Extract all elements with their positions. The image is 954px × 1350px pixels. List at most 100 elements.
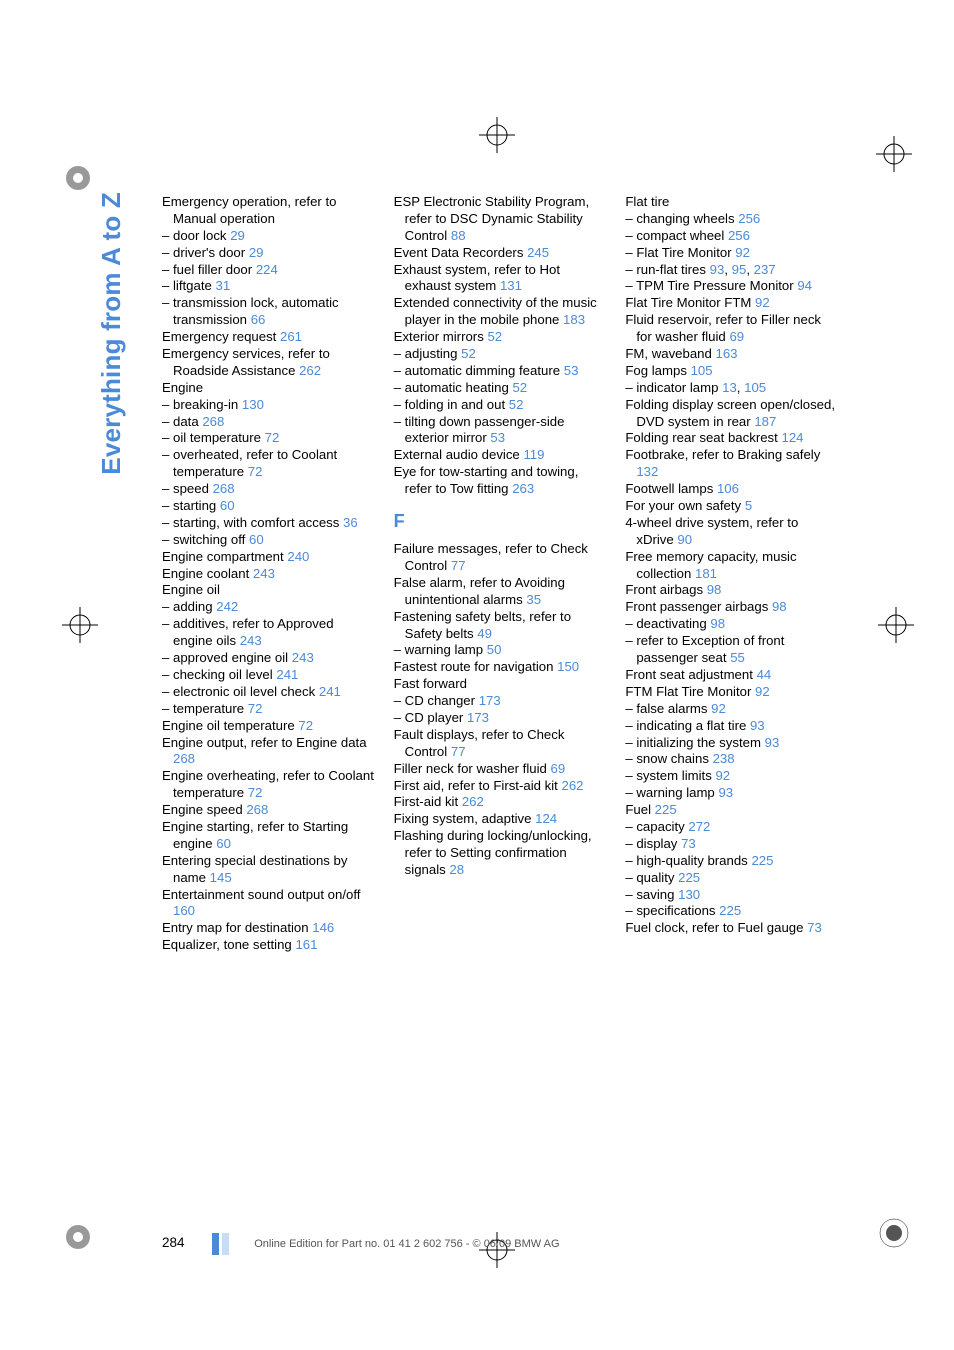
page-ref-link[interactable]: 245 [527,245,549,260]
page-ref-link[interactable]: 66 [251,312,266,327]
page-ref-link[interactable]: 95 [732,262,747,277]
page-ref-link[interactable]: 52 [461,346,476,361]
page-ref-link[interactable]: 241 [319,684,341,699]
page-ref-link[interactable]: 49 [477,626,492,641]
page-ref-link[interactable]: 93 [710,262,725,277]
page-ref-link[interactable]: 73 [681,836,696,851]
page-ref-link[interactable]: 98 [710,616,725,631]
page-ref-link[interactable]: 224 [256,262,278,277]
page-ref-link[interactable]: 53 [490,430,505,445]
page-ref-link[interactable]: 72 [248,785,263,800]
page-ref-link[interactable]: 242 [216,599,238,614]
page-ref-link[interactable]: 145 [210,870,232,885]
page-ref-link[interactable]: 225 [655,802,677,817]
page-ref-link[interactable]: 94 [797,278,812,293]
page-ref-link[interactable]: 150 [557,659,579,674]
page-ref-link[interactable]: 225 [678,870,700,885]
page-ref-link[interactable]: 69 [551,761,566,776]
page-ref-link[interactable]: 92 [711,701,726,716]
page-ref-link[interactable]: 181 [695,566,717,581]
page-ref-link[interactable]: 92 [735,245,750,260]
page-ref-link[interactable]: 88 [451,228,466,243]
page-ref-link[interactable]: 52 [509,397,524,412]
page-ref-link[interactable]: 105 [744,380,766,395]
page-ref-link[interactable]: 72 [298,718,313,733]
page-ref-link[interactable]: 225 [751,853,773,868]
page-ref-link[interactable]: 31 [216,278,231,293]
page-ref-link[interactable]: 77 [451,744,466,759]
page-ref-link[interactable]: 183 [563,312,585,327]
page-ref-link[interactable]: 93 [765,735,780,750]
page-ref-link[interactable]: 256 [738,211,760,226]
page-ref-link[interactable]: 72 [265,430,280,445]
page-ref-link[interactable]: 272 [688,819,710,834]
page-ref-link[interactable]: 55 [730,650,745,665]
page-ref-link[interactable]: 52 [512,380,527,395]
page-ref-link[interactable]: 92 [715,768,730,783]
page-ref-link[interactable]: 261 [280,329,302,344]
page-ref-link[interactable]: 90 [677,532,692,547]
page-ref-link[interactable]: 160 [173,903,195,918]
page-ref-link[interactable]: 93 [750,718,765,733]
page-ref-link[interactable]: 237 [754,262,776,277]
page-ref-link[interactable]: 243 [253,566,275,581]
page-ref-link[interactable]: 225 [719,903,741,918]
page-ref-link[interactable]: 262 [462,794,484,809]
page-ref-link[interactable]: 13 [722,380,737,395]
page-ref-link[interactable]: 105 [691,363,713,378]
page-ref-link[interactable]: 50 [487,642,502,657]
page-ref-link[interactable]: 173 [467,710,489,725]
page-ref-link[interactable]: 98 [772,599,787,614]
page-ref-link[interactable]: 72 [248,464,263,479]
page-ref-link[interactable]: 69 [729,329,744,344]
page-ref-link[interactable]: 29 [230,228,245,243]
page-ref-link[interactable]: 53 [564,363,579,378]
page-ref-link[interactable]: 268 [213,481,235,496]
page-ref-link[interactable]: 52 [487,329,502,344]
page-ref-link[interactable]: 130 [678,887,700,902]
page-ref-link[interactable]: 131 [500,278,522,293]
page-ref-link[interactable]: 268 [246,802,268,817]
page-ref-link[interactable]: 73 [807,920,822,935]
page-ref-link[interactable]: 187 [754,414,776,429]
index-entry: Fuel clock, refer to Fuel gauge 73 [625,920,839,937]
page-ref-link[interactable]: 119 [523,447,544,462]
page-ref-link[interactable]: 36 [343,515,358,530]
page-ref-link[interactable]: 163 [716,346,738,361]
page-ref-link[interactable]: 60 [249,532,264,547]
page-ref-link[interactable]: 241 [276,667,298,682]
page-ref-link[interactable]: 60 [220,498,235,513]
page-ref-link[interactable]: 29 [249,245,264,260]
page-ref-link[interactable]: 173 [479,693,501,708]
page-ref-link[interactable]: 146 [312,920,334,935]
page-ref-link[interactable]: 263 [512,481,534,496]
page-ref-link[interactable]: 130 [242,397,264,412]
page-ref-link[interactable]: 98 [707,582,722,597]
page-ref-link[interactable]: 243 [292,650,314,665]
page-ref-link[interactable]: 28 [449,862,464,877]
page-ref-link[interactable]: 238 [713,751,735,766]
page-ref-link[interactable]: 240 [287,549,309,564]
page-ref-link[interactable]: 262 [561,778,583,793]
page-ref-link[interactable]: 77 [451,558,466,573]
page-ref-link[interactable]: 268 [173,751,195,766]
index-entry: ESP Electronic Stability Program, refer … [394,194,608,245]
page-ref-link[interactable]: 106 [717,481,739,496]
page-ref-link[interactable]: 72 [248,701,263,716]
page-ref-link[interactable]: 124 [535,811,557,826]
page-ref-link[interactable]: 243 [240,633,262,648]
page-ref-link[interactable]: 44 [757,667,772,682]
page-ref-link[interactable]: 92 [755,684,770,699]
page-ref-link[interactable]: 256 [728,228,750,243]
page-ref-link[interactable]: 5 [745,498,752,513]
page-ref-link[interactable]: 132 [636,464,658,479]
page-ref-link[interactable]: 35 [526,592,541,607]
page-ref-link[interactable]: 92 [755,295,770,310]
page-ref-link[interactable]: 262 [299,363,321,378]
page-ref-link[interactable]: 161 [295,937,317,952]
page-ref-link[interactable]: 60 [216,836,231,851]
page-ref-link[interactable]: 268 [202,414,224,429]
page-ref-link[interactable]: 93 [718,785,733,800]
page-ref-link[interactable]: 124 [781,430,803,445]
index-entry: Engine compartment 240 [162,549,376,566]
